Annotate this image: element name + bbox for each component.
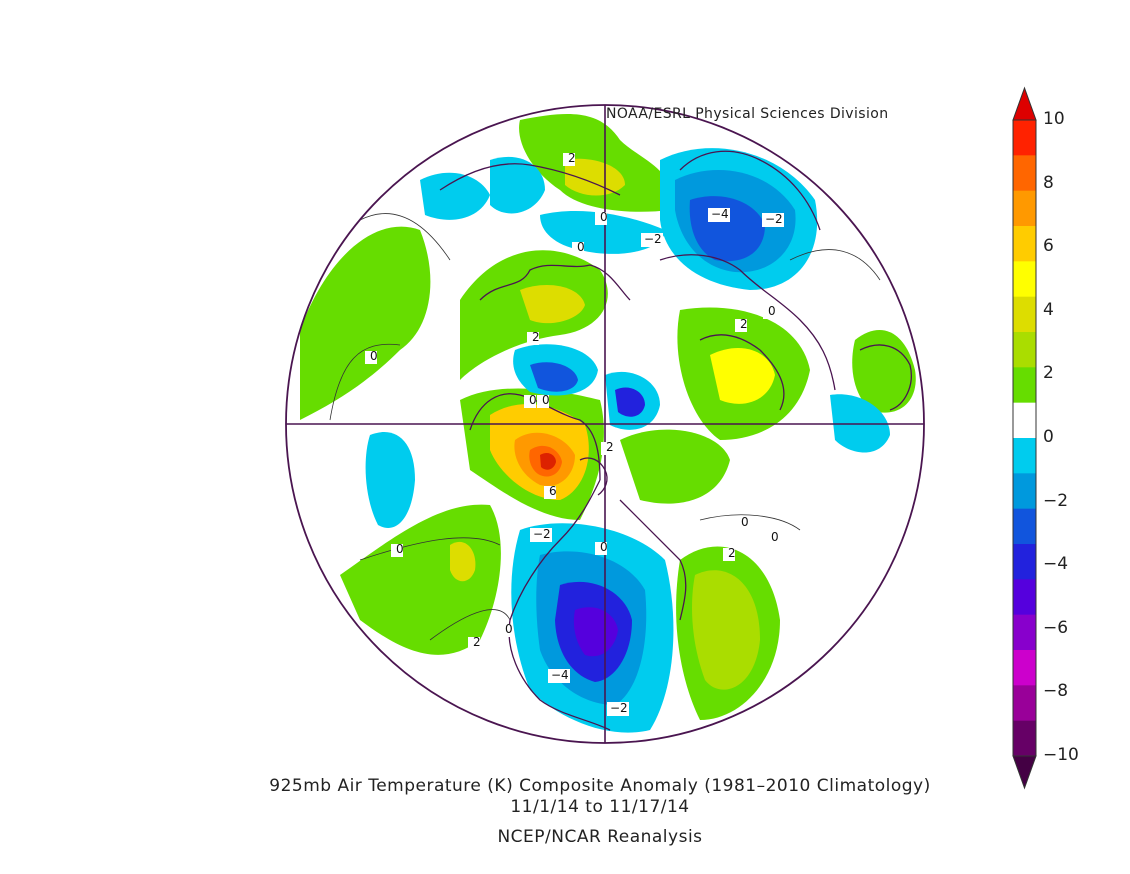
cold-region-arctic-north-2 [490,156,545,214]
colorbar-min-arrow [1012,755,1037,790]
contour-label: −4 [711,207,729,221]
colorbar-segment [1013,226,1036,262]
colorbar-segment [1013,508,1036,545]
warm-core-greenland [565,158,625,196]
contour-label: −2 [610,701,628,715]
cold-region-us-peak [573,607,618,657]
colorbar-segment [1013,155,1036,192]
colorbar-segment [1013,579,1036,616]
contour-label: 2 [606,440,614,454]
cold-region-arctic-north [420,172,490,220]
credit-text: NOAA/ESRL Physical Sciences Division [606,106,889,122]
colorbar-segment [1013,473,1036,510]
colorbar-segment [1013,720,1036,757]
colorbar-tick-label: 2 [1043,363,1054,384]
colorbar-tick-label: 10 [1043,109,1065,129]
contour-label: −4 [551,668,569,682]
cold-region-pacific [365,432,415,528]
colorbar-tick-label: −10 [1043,745,1079,765]
colorbar-segment [1013,544,1036,580]
colorbar-tick-label: −4 [1043,554,1069,575]
contour-label: 0 [529,393,537,407]
contour-label: −2 [533,527,551,541]
caption-title: 925mb Air Temperature (K) Composite Anom… [269,776,931,796]
cold-region-kara [540,210,665,254]
colorbar-segment [1013,367,1036,404]
contour-label: 0 [505,622,513,636]
colorbar-max-arrow [1012,86,1037,121]
colorbar-segment [1013,190,1036,227]
anomaly-region-pacific-west [300,226,431,420]
colorbar-tick-label: −8 [1043,681,1069,702]
colorbar [1012,86,1037,790]
contour-label: 2 [728,546,736,560]
anomaly-region-greenland-europe [620,429,730,504]
contour-label: −2 [765,212,783,226]
caption-dates: 11/1/14 to 11/17/14 [510,797,690,817]
contour-label: −2 [644,232,662,246]
contour-label: 0 [542,393,550,407]
coastlines [439,150,912,731]
contour-label: 0 [396,542,404,556]
contour-label: 2 [740,317,748,331]
contour-label: 0 [370,349,378,363]
contour-label: 0 [768,304,776,318]
contour-lines [329,213,881,641]
colorbar-tick-label: −6 [1043,617,1069,638]
colorbar-tick-label: 8 [1043,172,1054,193]
cold-region-beaufort-core [530,362,578,392]
warm-core-pacific-east [450,541,476,582]
colorbar-tick-label: −2 [1043,490,1069,511]
contour-label: 0 [600,540,608,554]
colorbar-segment [1013,685,1036,722]
colorbar-segment [1013,614,1036,651]
cold-region-canada-arctic-core [615,387,645,417]
caption-source: NCEP/NCAR Reanalysis [497,827,703,847]
colorbar-tick-label: 0 [1043,427,1054,447]
colorbar-segment [1013,120,1036,156]
anomaly-region-east-asia [852,330,916,413]
contour-label: 0 [600,210,608,224]
colorbar-tick-label: 4 [1043,299,1054,320]
colorbar-segment [1013,332,1036,368]
contour-label: 2 [473,635,481,649]
colorbar-segment [1013,261,1036,298]
warm-core-siberia [710,347,775,404]
colorbar-segment [1013,650,1036,686]
map-boundary [285,104,925,744]
warm-core-alaska-max [540,452,556,470]
contour-label: 6 [549,484,557,498]
contour-label: 0 [577,240,585,254]
contour-label: 0 [741,515,749,529]
colorbar-tick-label: 6 [1043,236,1054,257]
contour-label: 2 [532,330,540,344]
contour-label-group: 2 0 0 −2 −4 −2 0 2 2 0 0 0 2 6 0 −2 0 0 … [365,151,784,716]
colorbar-segment [1013,402,1036,439]
colorbar-segment [1013,296,1036,333]
warm-core-atlantic [692,570,760,690]
contour-label: 0 [771,530,779,544]
colorbar-segment [1013,438,1036,474]
contour-label: 2 [568,151,576,165]
warm-core-bering [520,285,585,324]
